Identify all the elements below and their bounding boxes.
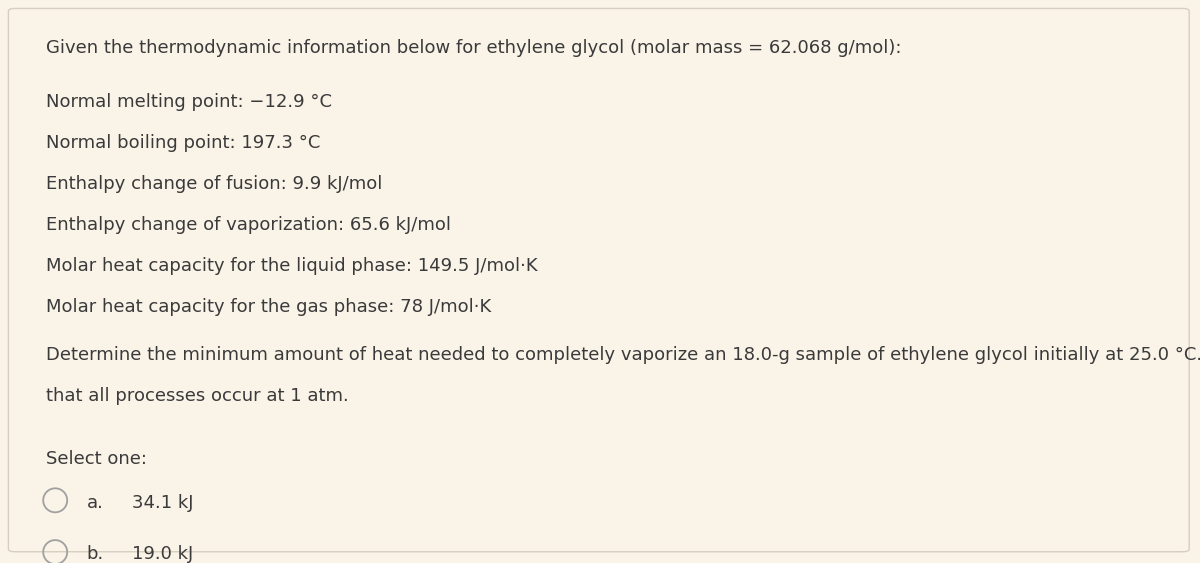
Text: Normal boiling point: 197.3 °C: Normal boiling point: 197.3 °C: [46, 134, 320, 152]
Text: b.: b.: [86, 546, 103, 563]
Text: Molar heat capacity for the liquid phase: 149.5 J/mol·K: Molar heat capacity for the liquid phase…: [46, 257, 538, 275]
Text: Select one:: Select one:: [46, 450, 146, 468]
Text: Molar heat capacity for the gas phase: 78 J/mol·K: Molar heat capacity for the gas phase: 7…: [46, 298, 491, 316]
FancyBboxPatch shape: [8, 8, 1189, 552]
Text: 34.1 kJ: 34.1 kJ: [132, 494, 193, 512]
Text: a.: a.: [86, 494, 103, 512]
Text: Normal melting point: −12.9 °C: Normal melting point: −12.9 °C: [46, 93, 331, 111]
Text: Determine the minimum amount of heat needed to completely vaporize an 18.0-g sam: Determine the minimum amount of heat nee…: [46, 346, 1200, 364]
Text: Enthalpy change of vaporization: 65.6 kJ/mol: Enthalpy change of vaporization: 65.6 kJ…: [46, 216, 451, 234]
Text: 19.0 kJ: 19.0 kJ: [132, 546, 193, 563]
Text: Given the thermodynamic information below for ethylene glycol (molar mass = 62.0: Given the thermodynamic information belo…: [46, 39, 901, 57]
Text: Enthalpy change of fusion: 9.9 kJ/mol: Enthalpy change of fusion: 9.9 kJ/mol: [46, 175, 382, 193]
Text: that all processes occur at 1 atm.: that all processes occur at 1 atm.: [46, 387, 348, 405]
